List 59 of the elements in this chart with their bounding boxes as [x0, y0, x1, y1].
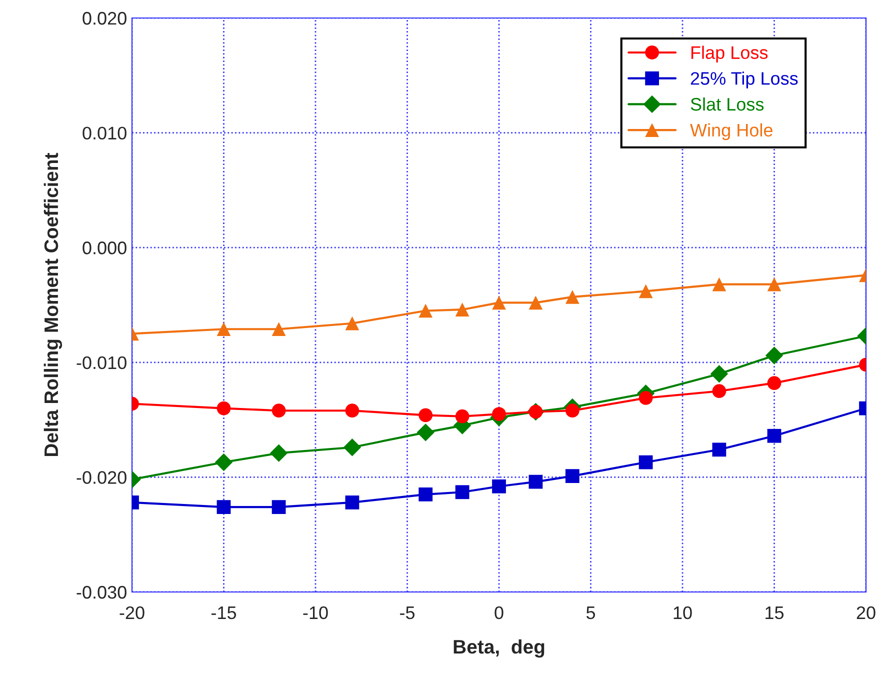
point: [767, 428, 782, 443]
y-tick-label: -0.010: [76, 356, 126, 370]
y-axis-title: Delta Rolling Moment Coefficient: [44, 152, 62, 456]
point: [565, 469, 580, 483]
point: [528, 474, 543, 489]
y-tick-label: 0.020: [82, 12, 126, 25]
point: [345, 316, 360, 330]
point: [712, 384, 726, 398]
x-tick-label: -20: [120, 606, 144, 620]
x-tick-label: -5: [400, 606, 415, 620]
point: [418, 487, 433, 502]
point: [455, 409, 470, 424]
point: [345, 496, 360, 510]
y-tick-label: -0.020: [76, 471, 126, 484]
point: [638, 391, 653, 405]
point: [343, 438, 362, 456]
point: [214, 453, 233, 472]
point: [492, 296, 506, 310]
point: [528, 296, 543, 310]
point: [638, 284, 653, 298]
y-tick-label: 0.000: [82, 242, 126, 254]
point: [345, 404, 360, 418]
point: [565, 404, 580, 418]
point: [710, 365, 728, 383]
point: [216, 322, 231, 336]
point: [492, 479, 506, 494]
point: [216, 500, 231, 514]
point: [765, 346, 784, 364]
point: [455, 302, 470, 317]
y-tick-label: -0.030: [76, 586, 126, 599]
point: [272, 500, 286, 514]
point: [638, 455, 653, 470]
x-tick-label: 15: [766, 606, 784, 620]
point: [767, 277, 782, 292]
point: [272, 404, 286, 418]
point: [216, 401, 231, 416]
x-tick-label: -15: [212, 606, 236, 620]
point: [270, 444, 288, 462]
x-axis-title: Beta, deg: [454, 639, 544, 658]
legend-label: Slat Loss: [690, 97, 764, 111]
x-tick-label: 10: [674, 606, 692, 620]
point: [767, 376, 782, 390]
point: [418, 304, 433, 318]
point: [492, 407, 506, 422]
point: [416, 424, 434, 442]
legend-label: 25% Tip Loss: [690, 72, 798, 88]
point: [712, 277, 726, 292]
point: [418, 408, 433, 422]
x-tick-label: 5: [586, 606, 596, 620]
point: [272, 322, 286, 336]
y-tick-label: 0.010: [82, 126, 126, 140]
x-tick-label: -10: [303, 606, 328, 620]
point: [565, 290, 580, 304]
x-tick-label: 20: [856, 606, 876, 620]
point: [712, 442, 726, 457]
x-tick-label: 0: [494, 606, 504, 620]
legend-label: Wing Hole: [690, 123, 772, 140]
point: [455, 485, 470, 500]
legend-label: Flap Loss: [691, 46, 768, 63]
